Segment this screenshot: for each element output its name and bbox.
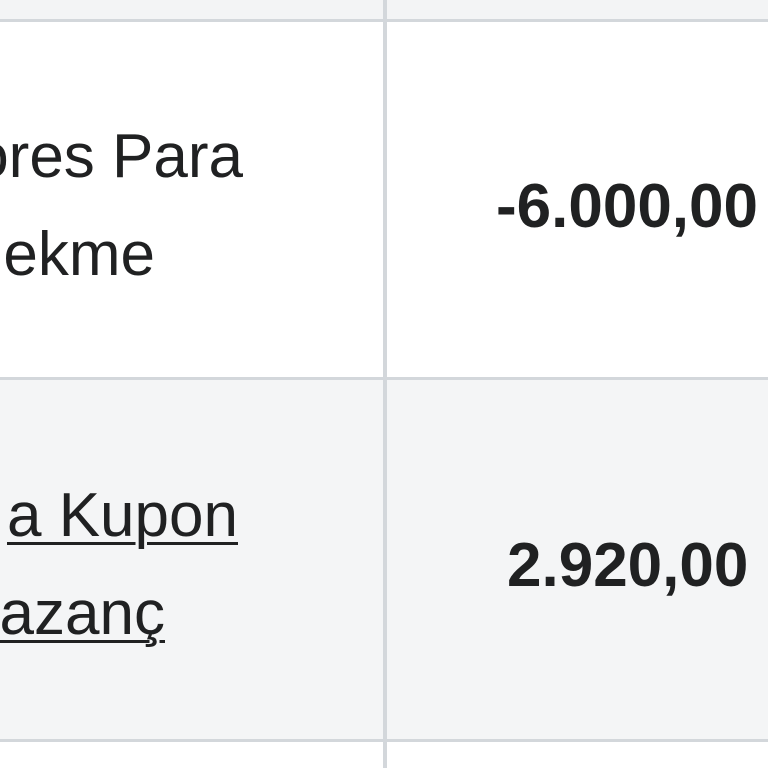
description-link[interactable]: azanç (0, 579, 165, 648)
description-cell-text: ekme (3, 220, 155, 289)
column-divider (383, 0, 387, 768)
description-link[interactable]: a Kupon (7, 481, 238, 550)
description-cell-text: ores Para (0, 122, 243, 191)
amount-cell: -6.000,00 (496, 172, 758, 241)
amount-cell: 2.920,00 (507, 531, 749, 600)
